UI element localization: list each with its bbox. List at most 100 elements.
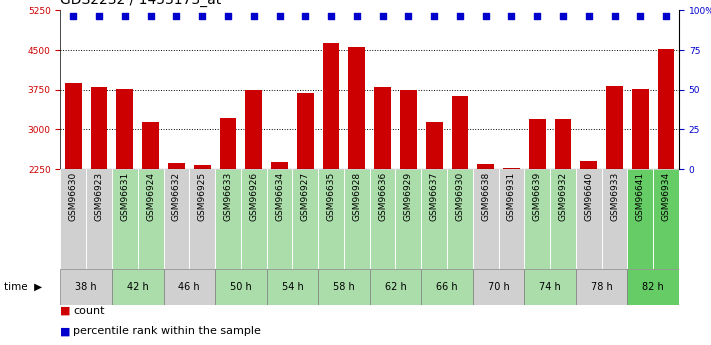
Point (377, 13, 388, 18)
Text: GSM96641: GSM96641 (636, 172, 645, 221)
Text: GSM96928: GSM96928 (353, 172, 361, 221)
Bar (142, 122, 159, 288)
Bar (632, 89, 648, 288)
Text: 42 h: 42 h (127, 282, 149, 292)
Text: GSM96930: GSM96930 (456, 172, 464, 221)
Text: GSM96925: GSM96925 (198, 172, 207, 221)
Point (583, 13, 594, 18)
Text: 70 h: 70 h (488, 282, 510, 292)
Text: time  ▶: time ▶ (4, 282, 42, 292)
Bar (602, 169, 627, 269)
Bar (164, 269, 215, 305)
Bar (164, 169, 189, 269)
Text: 38 h: 38 h (75, 282, 97, 292)
Bar (370, 169, 395, 269)
Text: GSM96640: GSM96640 (584, 172, 593, 221)
Text: 74 h: 74 h (539, 282, 561, 292)
Bar (473, 169, 498, 269)
Text: 50 h: 50 h (230, 282, 252, 292)
Point (145, 13, 156, 18)
Point (299, 13, 311, 18)
Bar (400, 90, 417, 288)
Bar (421, 169, 447, 269)
Point (119, 13, 131, 18)
Bar (138, 169, 164, 269)
Text: GSM96634: GSM96634 (275, 172, 284, 221)
Bar (447, 169, 473, 269)
Bar (112, 169, 138, 269)
Text: 82 h: 82 h (642, 282, 664, 292)
Point (248, 13, 260, 18)
Bar (473, 269, 524, 305)
Text: ■: ■ (60, 306, 71, 315)
Text: GSM96927: GSM96927 (301, 172, 310, 221)
Text: GSM96632: GSM96632 (172, 172, 181, 221)
Text: count: count (73, 306, 105, 315)
Text: GSM96923: GSM96923 (95, 172, 104, 221)
Bar (245, 90, 262, 288)
Text: GSM96932: GSM96932 (559, 172, 567, 221)
Bar (451, 96, 469, 288)
Text: percentile rank within the sample: percentile rank within the sample (73, 326, 261, 336)
Bar (241, 169, 267, 269)
Bar (555, 119, 572, 288)
Text: GSM96630: GSM96630 (69, 172, 77, 221)
Text: GSM96931: GSM96931 (507, 172, 516, 221)
Bar (194, 165, 210, 288)
Text: 46 h: 46 h (178, 282, 200, 292)
Text: GSM96926: GSM96926 (250, 172, 258, 221)
Bar (344, 169, 370, 269)
Bar (550, 169, 576, 269)
Point (223, 13, 234, 18)
Bar (215, 269, 267, 305)
Text: GSM96637: GSM96637 (429, 172, 439, 221)
Text: 78 h: 78 h (591, 282, 613, 292)
Bar (86, 169, 112, 269)
Bar (60, 169, 86, 269)
Text: GSM96635: GSM96635 (326, 172, 336, 221)
Bar (395, 169, 421, 269)
Text: 58 h: 58 h (333, 282, 355, 292)
Bar (292, 169, 318, 269)
Text: GSM96924: GSM96924 (146, 172, 155, 221)
Bar (421, 269, 473, 305)
Bar (65, 83, 82, 288)
Bar (477, 164, 494, 288)
Point (326, 13, 337, 18)
Bar (370, 269, 421, 305)
Point (171, 13, 182, 18)
Text: GSM96633: GSM96633 (223, 172, 232, 221)
Bar (117, 89, 133, 288)
Text: GSM96631: GSM96631 (120, 172, 129, 221)
Bar (374, 87, 391, 288)
Point (480, 13, 491, 18)
Bar (503, 168, 520, 288)
Text: GSM96929: GSM96929 (404, 172, 413, 221)
Text: GSM96636: GSM96636 (378, 172, 387, 221)
Bar (576, 269, 627, 305)
Bar (529, 119, 545, 288)
Point (196, 13, 208, 18)
Bar (653, 169, 679, 269)
Point (661, 13, 672, 18)
Point (609, 13, 620, 18)
Text: GSM96934: GSM96934 (662, 172, 670, 221)
Bar (524, 269, 576, 305)
Point (274, 13, 285, 18)
Bar (189, 169, 215, 269)
Bar (348, 47, 365, 288)
Text: 62 h: 62 h (385, 282, 407, 292)
Bar (524, 169, 550, 269)
Text: 66 h: 66 h (437, 282, 458, 292)
Text: GDS2232 / 1453173_at: GDS2232 / 1453173_at (60, 0, 222, 7)
Bar (267, 169, 292, 269)
Bar (271, 162, 288, 288)
Text: GSM96639: GSM96639 (533, 172, 542, 221)
Point (635, 13, 646, 18)
Bar (498, 169, 524, 269)
Point (429, 13, 440, 18)
Point (93, 13, 105, 18)
Text: 54 h: 54 h (282, 282, 304, 292)
Bar (627, 169, 653, 269)
Bar (91, 87, 107, 288)
